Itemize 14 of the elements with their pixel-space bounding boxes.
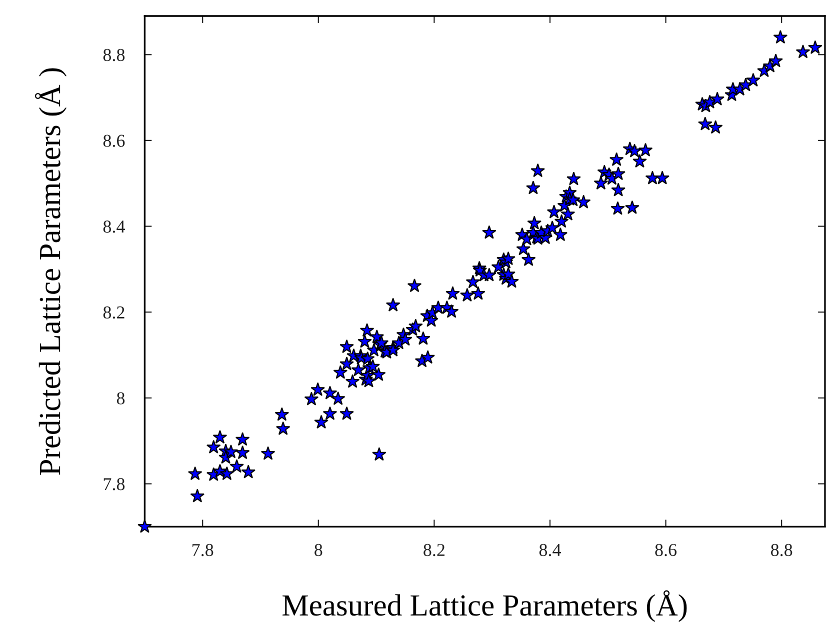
x-tick-label: 8.6 [655,544,677,556]
x-tick-label: 8.8 [770,544,792,556]
y-tick-label: 8.2 [103,306,124,319]
y-tick-label: 8.6 [103,134,125,147]
y-tick-label: 8 [116,392,125,404]
x-tick-label: 8.2 [424,544,444,556]
y-tick-label: 7.8 [104,478,125,490]
x-tick-label: 8 [314,544,322,556]
y-tick-label: 8.8 [103,48,125,62]
x-tick-label: 8.4 [539,544,561,556]
x-tick-label: 7.8 [192,544,214,556]
y-axis-title: Predicted Lattice Parameters (Å ) [34,68,67,475]
y-tick-label: 8.4 [103,220,125,233]
x-axis-title: Measured Lattice Parameters (Å) [282,590,687,622]
